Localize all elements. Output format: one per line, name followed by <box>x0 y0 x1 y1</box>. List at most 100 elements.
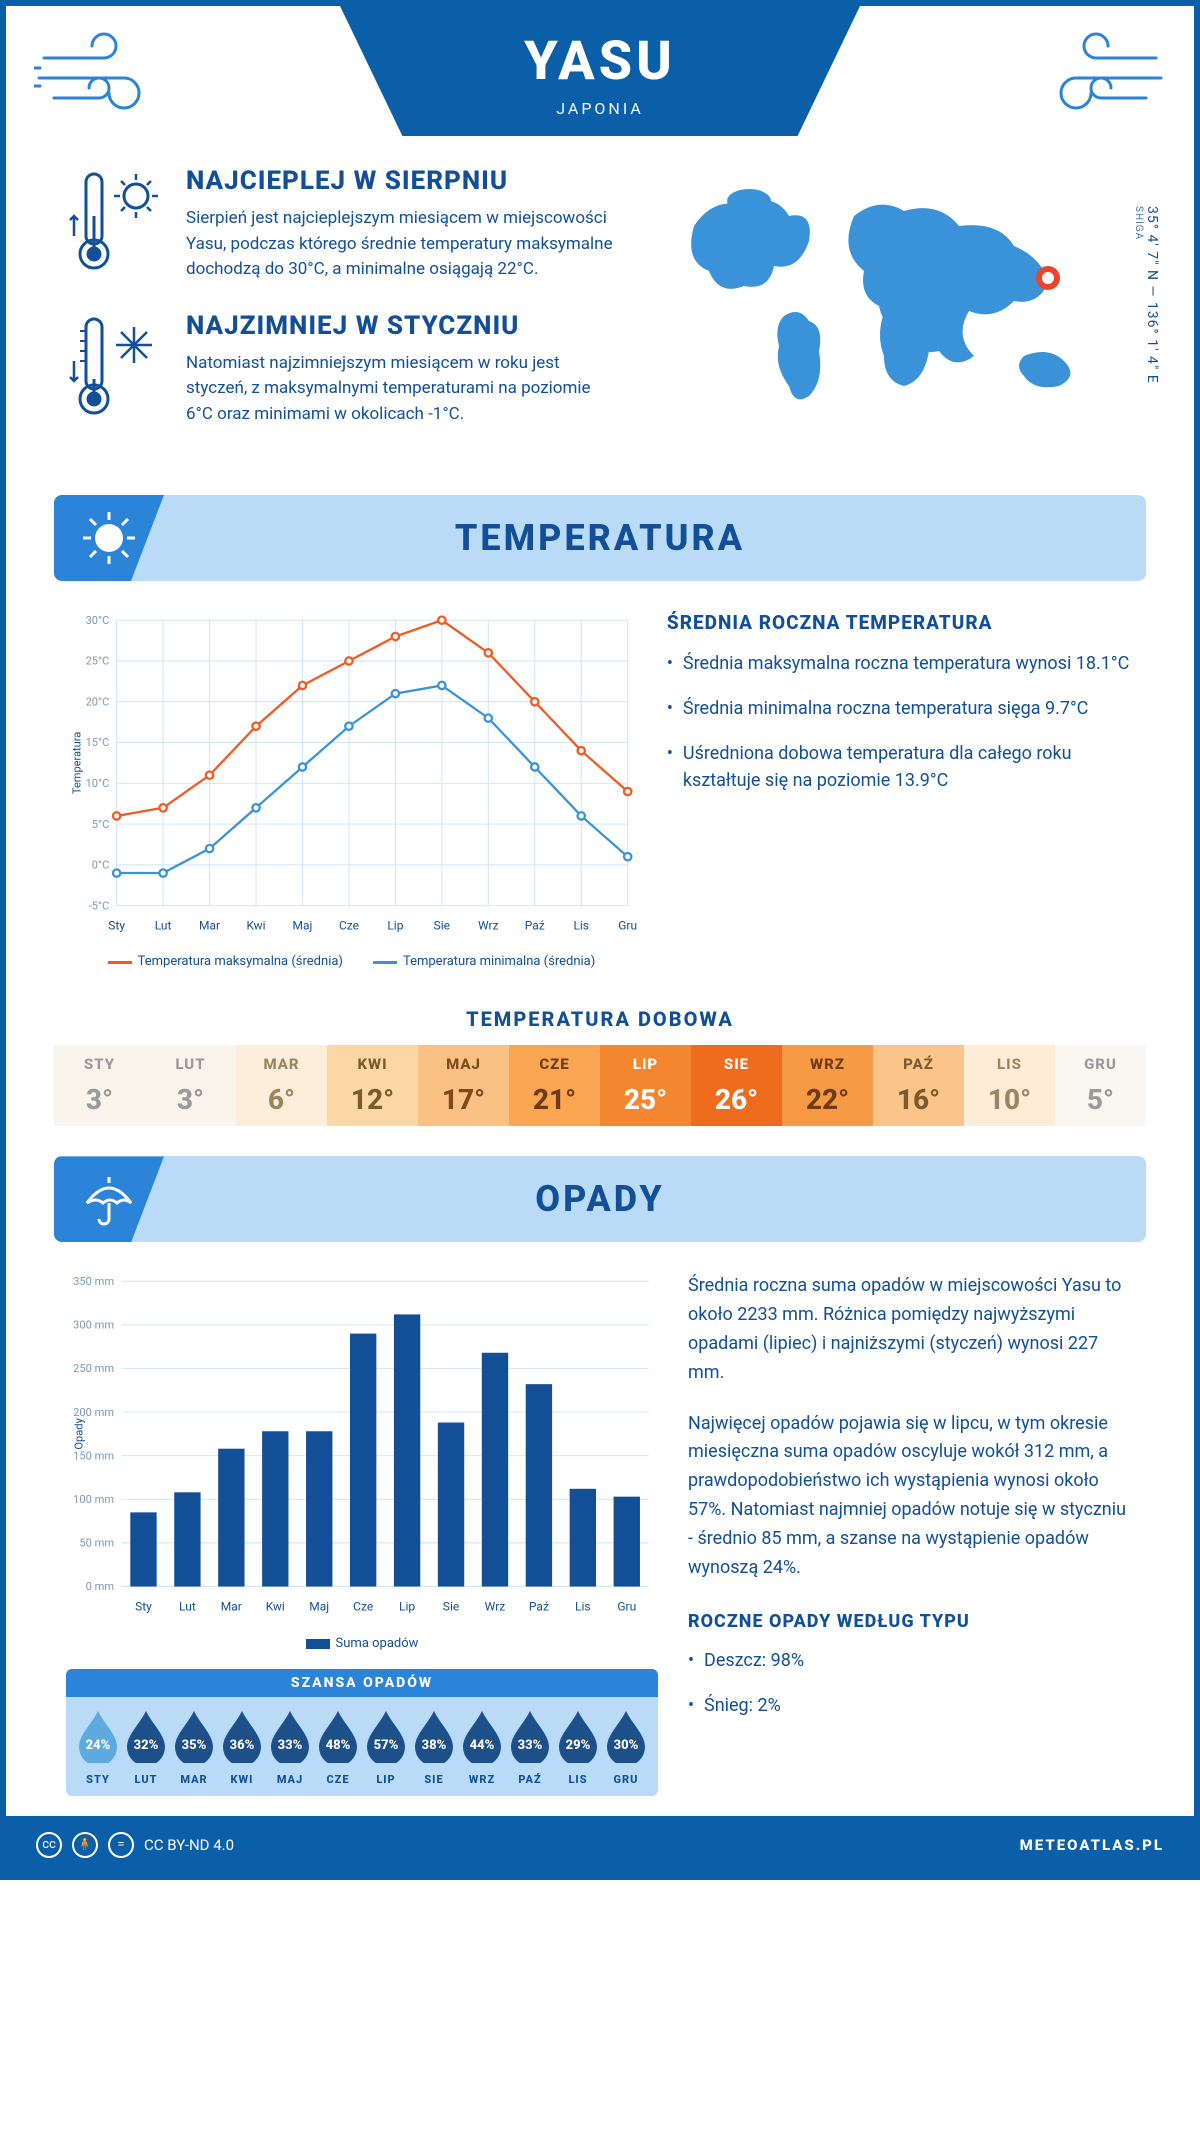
svg-text:Opady: Opady <box>73 1418 86 1450</box>
umbrella-icon <box>79 1169 139 1229</box>
svg-text:250 mm: 250 mm <box>73 1363 114 1376</box>
heat-cell: GRU5° <box>1055 1045 1146 1126</box>
city-name: YASU <box>340 30 860 93</box>
heat-cell: MAJ17° <box>418 1045 509 1126</box>
svg-text:30°C: 30°C <box>86 614 110 627</box>
svg-text:25°C: 25°C <box>86 655 110 668</box>
cc-icon: cc <box>36 1832 62 1858</box>
chance-drop: 48%CZE <box>314 1709 362 1786</box>
heat-cell: MAR6° <box>236 1045 327 1126</box>
heat-cell: WRZ22° <box>782 1045 873 1126</box>
temperature-stats: ŚREDNIA ROCZNA TEMPERATURA Średnia maksy… <box>667 611 1134 969</box>
warmest-text: Sierpień jest najcieplejszym miesiącem w… <box>186 206 614 283</box>
world-map <box>654 166 1134 446</box>
chance-drop: 33%PAŹ <box>506 1709 554 1786</box>
svg-text:Maj: Maj <box>293 919 313 933</box>
warmest-block: NAJCIEPLEJ W SIERPNIU Sierpień jest najc… <box>66 166 614 283</box>
chance-drop: 38%SIE <box>410 1709 458 1786</box>
svg-text:200 mm: 200 mm <box>73 1406 114 1419</box>
stat-item: Średnia minimalna roczna temperatura się… <box>667 695 1134 722</box>
by-icon: 🧍 <box>72 1832 98 1858</box>
thermometer-hot-icon <box>66 166 166 276</box>
chance-drop: 36%KWI <box>218 1709 266 1786</box>
svg-text:30%: 30% <box>614 1738 639 1753</box>
temperature-chart: -5°C0°C5°C10°C15°C20°C25°C30°CStyLutMarK… <box>66 611 637 969</box>
opady-type-head: ROCZNE OPADY WEDŁUG TYPU <box>688 1608 1134 1637</box>
opady-p2: Najwięcej opadów pojawia się w lipcu, w … <box>688 1410 1134 1583</box>
heat-cell: LIP25° <box>600 1045 691 1126</box>
svg-text:Lis: Lis <box>573 919 589 933</box>
chance-drop: 35%MAR <box>170 1709 218 1786</box>
chance-drop: 30%GRU <box>602 1709 650 1786</box>
chance-drop: 44%WRZ <box>458 1709 506 1786</box>
section-opady: OPADY <box>54 1156 1146 1242</box>
svg-text:Maj: Maj <box>309 1600 329 1614</box>
svg-text:0°C: 0°C <box>92 859 110 872</box>
svg-text:33%: 33% <box>278 1738 303 1753</box>
svg-text:150 mm: 150 mm <box>73 1450 114 1463</box>
chance-drop: 24%STY <box>74 1709 122 1786</box>
chance-drop: 32%LUT <box>122 1709 170 1786</box>
coldest-block: NAJZIMNIEJ W STYCZNIU Natomiast najzimni… <box>66 311 614 428</box>
svg-text:Cze: Cze <box>353 1600 373 1614</box>
map-block: 35° 4' 7" N — 136° 1' 4" E SHIGA <box>654 166 1134 455</box>
svg-text:38%: 38% <box>422 1738 447 1753</box>
svg-text:350 mm: 350 mm <box>73 1275 114 1288</box>
svg-text:Wrz: Wrz <box>485 1600 506 1614</box>
intro: NAJCIEPLEJ W SIERPNIU Sierpień jest najc… <box>6 146 1194 485</box>
stat-item: Średnia maksymalna roczna temperatura wy… <box>667 650 1134 677</box>
opady-type-item: Śnieg: 2% <box>688 1692 1134 1719</box>
site-brand: METEOATLAS.PL <box>1020 1836 1164 1854</box>
temp-legend: Temperatura maksymalna (średnia) Tempera… <box>66 954 637 969</box>
svg-text:57%: 57% <box>374 1738 399 1753</box>
svg-text:44%: 44% <box>470 1738 495 1753</box>
coldest-text: Natomiast najzimniejszym miesiącem w rok… <box>186 351 614 428</box>
svg-text:10°C: 10°C <box>86 777 110 790</box>
country-name: JAPONIA <box>340 99 860 118</box>
coldest-title: NAJZIMNIEJ W STYCZNIU <box>186 311 614 341</box>
svg-text:Sie: Sie <box>434 919 450 933</box>
opady-type-item: Deszcz: 98% <box>688 1647 1134 1674</box>
svg-text:100 mm: 100 mm <box>73 1493 114 1506</box>
footer: cc 🧍 = CC BY-ND 4.0 METEOATLAS.PL <box>6 1816 1194 1874</box>
svg-text:48%: 48% <box>326 1738 351 1753</box>
svg-text:33%: 33% <box>518 1738 543 1753</box>
license: cc 🧍 = CC BY-ND 4.0 <box>36 1832 234 1858</box>
heat-cell: LUT3° <box>145 1045 236 1126</box>
svg-text:Lut: Lut <box>155 919 172 933</box>
svg-text:15°C: 15°C <box>86 736 110 749</box>
heat-cell: KWI12° <box>327 1045 418 1126</box>
stat-item: Uśredniona dobowa temperatura dla całego… <box>667 740 1134 794</box>
sun-icon <box>81 510 137 566</box>
heat-cell: CZE21° <box>509 1045 600 1126</box>
svg-text:0 mm: 0 mm <box>86 1581 114 1594</box>
svg-text:Kwi: Kwi <box>266 1600 285 1614</box>
chance-drop: 33%MAJ <box>266 1709 314 1786</box>
svg-text:Sie: Sie <box>443 1600 459 1614</box>
svg-text:Lip: Lip <box>387 919 403 933</box>
svg-text:Lip: Lip <box>399 1600 415 1614</box>
page: YASU JAPONIA <box>0 0 1200 1880</box>
heat-cell: SIE26° <box>691 1045 782 1126</box>
precipitation-stats: Średnia roczna suma opadów w miejscowośc… <box>688 1272 1134 1796</box>
svg-text:24%: 24% <box>86 1738 111 1753</box>
svg-text:35%: 35% <box>182 1738 207 1753</box>
opady-p1: Średnia roczna suma opadów w miejscowośc… <box>688 1272 1134 1387</box>
location-marker <box>1039 269 1057 287</box>
nd-icon: = <box>108 1832 134 1858</box>
precipitation-chart: 0 mm50 mm100 mm150 mm200 mm250 mm300 mm3… <box>66 1272 658 1796</box>
svg-text:Sty: Sty <box>108 919 125 933</box>
svg-text:32%: 32% <box>134 1738 159 1753</box>
svg-text:Kwi: Kwi <box>247 919 266 933</box>
chance-drop: 29%LIS <box>554 1709 602 1786</box>
heat-cell: PAŹ16° <box>873 1045 964 1126</box>
title-banner: YASU JAPONIA <box>340 6 860 136</box>
opady-legend: Suma opadów <box>66 1636 658 1651</box>
wind-icon <box>1006 28 1166 118</box>
svg-text:Paź: Paź <box>529 1600 549 1614</box>
coordinates: 35° 4' 7" N — 136° 1' 4" E SHIGA <box>1133 206 1160 384</box>
warmest-title: NAJCIEPLEJ W SIERPNIU <box>186 166 614 196</box>
svg-text:Sty: Sty <box>135 1600 152 1614</box>
wind-icon <box>34 28 194 118</box>
svg-text:Lis: Lis <box>575 1600 591 1614</box>
